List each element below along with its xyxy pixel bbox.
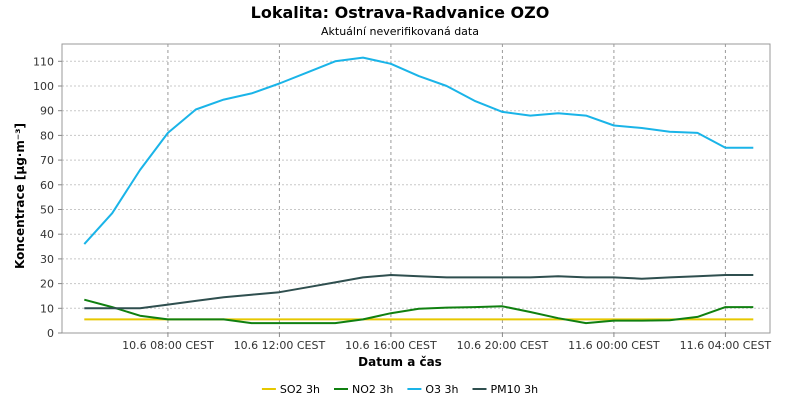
legend-item: O3 3h [407,383,459,396]
x-tick-label: 10.6 08:00 CEST [122,339,214,352]
series-line-no2-3h [84,298,754,325]
x-axis-label: Datum a čas [358,355,442,369]
legend-item: NO2 3h [334,383,393,396]
series-line-o3-3h [83,56,754,245]
legend-label: NO2 3h [352,383,393,396]
y-tick-label: 30 [40,253,54,266]
y-tick-label: 50 [40,203,54,216]
series-line-pm10-3h [84,274,754,310]
y-tick-label: 70 [40,154,54,167]
y-tick-label: 40 [40,228,54,241]
y-tick-label: 90 [40,105,54,118]
chart-subtitle: Aktuální neverifikovaná data [321,25,479,38]
y-tick-label: 80 [40,129,54,142]
legend: SO2 3h NO2 3h O3 3h PM10 3h [261,383,539,396]
x-tick-label: 10.6 12:00 CEST [234,339,326,352]
y-tick-label: 60 [40,179,54,192]
plot-area [61,43,771,334]
y-tick-label: 10 [40,302,54,315]
chart-title: Lokalita: Ostrava-Radvanice OZO [251,3,550,22]
legend-label: SO2 3h [280,383,320,396]
series-lines [83,56,754,325]
y-tick-label: 100 [33,80,54,93]
legend-item: SO2 3h [261,383,320,396]
y-axis-label: Koncentrace [µg·m⁻³] [13,123,27,269]
x-tick-label: 11.6 00:00 CEST [568,339,660,352]
legend-label: PM10 3h [491,383,539,396]
x-tick-label: 11.6 04:00 CEST [680,339,772,352]
y-tick-label: 0 [47,327,54,340]
x-tick-label: 10.6 16:00 CEST [345,339,437,352]
legend-label: O3 3h [425,383,458,396]
y-tick-label: 20 [40,278,54,291]
legend-item: PM10 3h [472,383,539,396]
y-tick-label: 110 [33,55,54,68]
x-tick-label: 10.6 20:00 CEST [457,339,549,352]
grid [62,44,770,333]
axes: 0 10 20 30 40 50 60 70 80 90 100 110 10.6 08:00 CEST… [33,55,771,352]
